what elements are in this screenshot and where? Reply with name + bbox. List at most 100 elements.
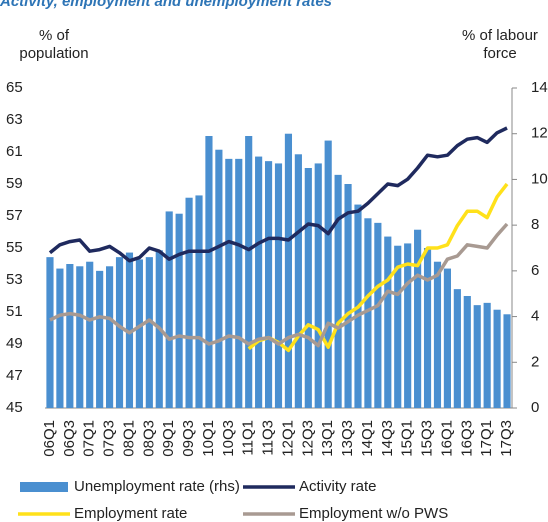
bar — [324, 140, 332, 409]
bar — [443, 268, 451, 408]
bar — [264, 161, 273, 408]
bar — [175, 213, 183, 408]
legend-swatch — [20, 482, 68, 492]
x-tick-label: 11Q1 — [240, 420, 257, 456]
x-tick-label: 07Q3 — [101, 420, 118, 457]
x-tick-label: 11Q3 — [260, 420, 277, 456]
y2-tick-label: 14 — [531, 79, 548, 96]
bar — [125, 252, 134, 408]
bar — [344, 184, 352, 408]
y-tick-label: 57 — [6, 207, 23, 224]
bar — [404, 243, 412, 408]
x-tick-label: 14Q3 — [379, 420, 396, 457]
y2-tick-label: 0 — [531, 399, 539, 416]
bar — [374, 222, 382, 408]
y-tick-label: 51 — [6, 303, 23, 320]
bar — [473, 305, 481, 408]
bar — [433, 261, 442, 408]
bar — [334, 174, 342, 408]
bar — [86, 261, 94, 408]
bar — [314, 163, 322, 408]
line — [49, 222, 509, 348]
x-tick-label: 10Q1 — [200, 420, 217, 457]
x-tick-label: 13Q1 — [319, 420, 336, 457]
x-tick-label: 15Q1 — [399, 420, 416, 457]
y2-tick-label: 6 — [531, 262, 539, 279]
bar — [205, 136, 213, 408]
bar — [145, 257, 153, 408]
chart-title: Activity, employment and unemployment ra… — [0, 0, 332, 10]
bar — [185, 197, 193, 408]
bar — [364, 218, 372, 408]
y2-tick-label: 4 — [531, 308, 539, 325]
x-tick-label: 10Q3 — [220, 420, 237, 457]
y2-tick-label: 8 — [531, 216, 539, 233]
x-tick-label: 06Q1 — [41, 420, 58, 457]
bar — [165, 211, 173, 408]
x-tick-label: 08Q1 — [120, 420, 137, 457]
bar — [493, 309, 501, 408]
legend-label: Employment w/o PWS — [299, 505, 448, 522]
x-tick-label: 12Q3 — [299, 420, 316, 457]
y-tick-label: 53 — [6, 271, 23, 288]
bar — [76, 266, 84, 408]
x-tick-label: 09Q1 — [160, 420, 177, 457]
y-tick-label: 45 — [6, 399, 23, 416]
bar — [414, 229, 422, 408]
bar — [274, 163, 283, 408]
x-tick-label: 15Q3 — [419, 420, 436, 457]
y-tick-label: 63 — [6, 111, 23, 128]
y2-tick-label: 10 — [531, 170, 548, 187]
y-tick-label: 61 — [6, 143, 23, 160]
bar — [96, 270, 104, 408]
bar — [135, 259, 143, 408]
y2-tick-label: 2 — [531, 353, 539, 370]
line — [247, 182, 509, 353]
bar — [503, 314, 511, 408]
bar — [284, 133, 293, 408]
x-tick-label: 08Q3 — [140, 420, 157, 457]
x-tick-label: 12Q1 — [279, 420, 296, 457]
x-tick-label: 07Q1 — [81, 420, 98, 457]
legend-label: Unemployment rate (rhs) — [74, 478, 240, 495]
x-tick-label: 09Q3 — [180, 420, 197, 457]
y-axis-title: % of population — [19, 27, 89, 62]
x-tick-label: 17Q1 — [478, 420, 495, 457]
bar — [215, 149, 223, 408]
bar — [46, 257, 54, 408]
y-tick-label: 55 — [6, 239, 23, 256]
bar — [235, 158, 243, 408]
bar — [394, 245, 402, 408]
legend-label: Employment rate — [74, 505, 187, 522]
legend-label: Activity rate — [299, 478, 377, 495]
x-tick-label: 16Q3 — [458, 420, 475, 457]
x-tick-label: 14Q1 — [359, 420, 376, 457]
bar — [225, 158, 233, 408]
bar — [255, 156, 263, 408]
bar — [304, 168, 312, 408]
line — [48, 126, 508, 263]
bar — [453, 289, 461, 408]
bar — [245, 136, 253, 408]
y2-tick-label: 12 — [531, 125, 548, 142]
y2-axis-title: % of labour force — [462, 27, 538, 62]
x-tick-label: 17Q3 — [498, 420, 515, 457]
y-tick-label: 47 — [6, 367, 23, 384]
bar — [384, 236, 392, 408]
bar — [463, 296, 471, 408]
bar — [294, 154, 302, 408]
x-tick-label: 06Q3 — [61, 420, 78, 457]
y-tick-label: 59 — [6, 175, 23, 192]
bar — [56, 268, 64, 408]
bar — [106, 266, 114, 408]
y-tick-label: 65 — [6, 79, 23, 96]
bar — [423, 248, 432, 408]
bar — [483, 302, 491, 408]
bar — [115, 257, 124, 408]
y-tick-label: 49 — [6, 335, 23, 352]
x-tick-label: 16Q1 — [438, 420, 455, 457]
bar — [195, 195, 203, 408]
x-tick-label: 13Q3 — [339, 420, 356, 457]
